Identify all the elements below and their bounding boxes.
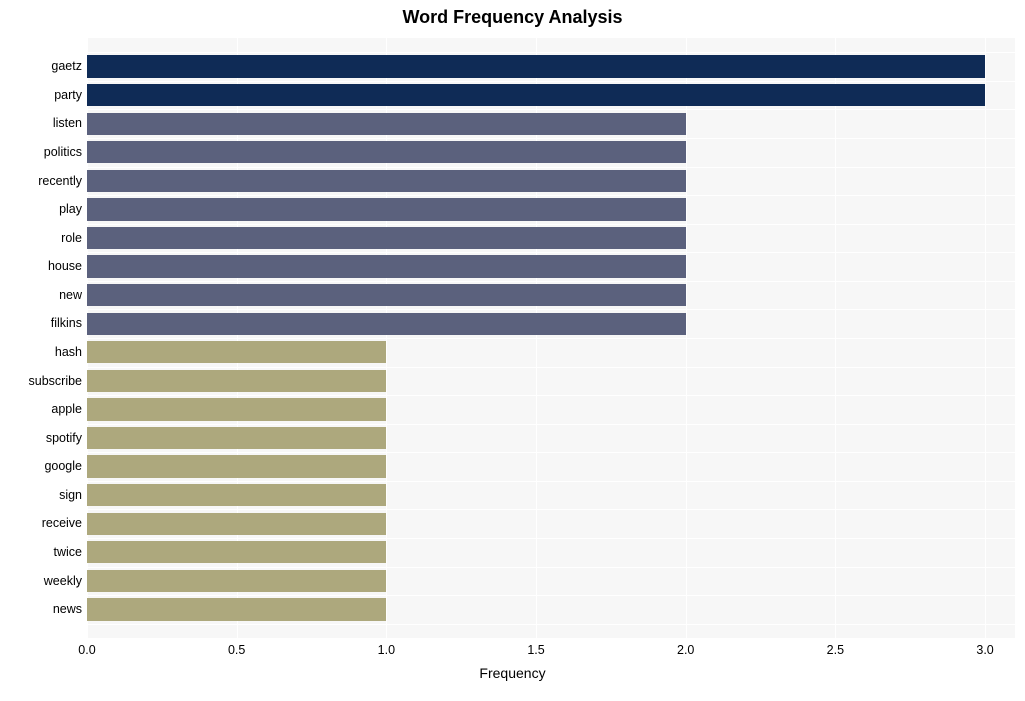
h-gridline (87, 367, 1015, 368)
h-gridline (87, 509, 1015, 510)
bar (87, 84, 985, 106)
h-gridline (87, 624, 1015, 625)
h-gridline (87, 309, 1015, 310)
h-gridline (87, 281, 1015, 282)
bar (87, 370, 386, 392)
y-tick-label: house (2, 260, 82, 273)
bar (87, 141, 686, 163)
y-tick-label: gaetz (2, 60, 82, 73)
y-tick-label: new (2, 289, 82, 302)
x-tick-label: 0.0 (78, 643, 95, 657)
y-tick-label: spotify (2, 432, 82, 445)
h-gridline (87, 138, 1015, 139)
y-tick-label: party (2, 89, 82, 102)
bar (87, 55, 985, 77)
h-gridline (87, 452, 1015, 453)
x-tick-label: 1.0 (378, 643, 395, 657)
y-tick-label: google (2, 460, 82, 473)
y-tick-label: listen (2, 117, 82, 130)
x-axis-title: Frequency (0, 665, 1025, 681)
bar (87, 570, 386, 592)
h-gridline (87, 252, 1015, 253)
y-tick-label: recently (2, 175, 82, 188)
y-tick-label: politics (2, 146, 82, 159)
bar (87, 513, 386, 535)
y-tick-label: twice (2, 546, 82, 559)
bar (87, 341, 386, 363)
h-gridline (87, 538, 1015, 539)
h-gridline (87, 595, 1015, 596)
bar (87, 455, 386, 477)
y-tick-label: role (2, 232, 82, 245)
y-tick-label: hash (2, 346, 82, 359)
h-gridline (87, 109, 1015, 110)
h-gridline (87, 52, 1015, 53)
plot-area (87, 38, 1015, 638)
h-gridline (87, 567, 1015, 568)
x-tick-label: 1.5 (527, 643, 544, 657)
bar (87, 541, 386, 563)
bar (87, 255, 686, 277)
h-gridline (87, 224, 1015, 225)
x-tick-label: 3.0 (976, 643, 993, 657)
y-tick-label: play (2, 203, 82, 216)
bar (87, 113, 686, 135)
x-tick-label: 0.5 (228, 643, 245, 657)
y-tick-label: weekly (2, 575, 82, 588)
x-tick-label: 2.0 (677, 643, 694, 657)
h-gridline (87, 395, 1015, 396)
h-gridline (87, 481, 1015, 482)
bar (87, 427, 386, 449)
h-gridline (87, 424, 1015, 425)
x-tick-label: 2.5 (827, 643, 844, 657)
bar (87, 313, 686, 335)
h-gridline (87, 81, 1015, 82)
y-tick-label: news (2, 603, 82, 616)
h-gridline (87, 338, 1015, 339)
y-tick-label: sign (2, 489, 82, 502)
bar (87, 598, 386, 620)
y-tick-label: subscribe (2, 375, 82, 388)
bar (87, 398, 386, 420)
y-tick-label: receive (2, 517, 82, 530)
y-tick-label: filkins (2, 317, 82, 330)
h-gridline (87, 167, 1015, 168)
bar (87, 170, 686, 192)
word-frequency-chart: Word Frequency Analysis Frequency 0.0 0.5… (0, 0, 1025, 701)
bar (87, 198, 686, 220)
bar (87, 484, 386, 506)
bar (87, 227, 686, 249)
bar (87, 284, 686, 306)
h-gridline (87, 195, 1015, 196)
y-tick-label: apple (2, 403, 82, 416)
chart-title: Word Frequency Analysis (0, 7, 1025, 28)
